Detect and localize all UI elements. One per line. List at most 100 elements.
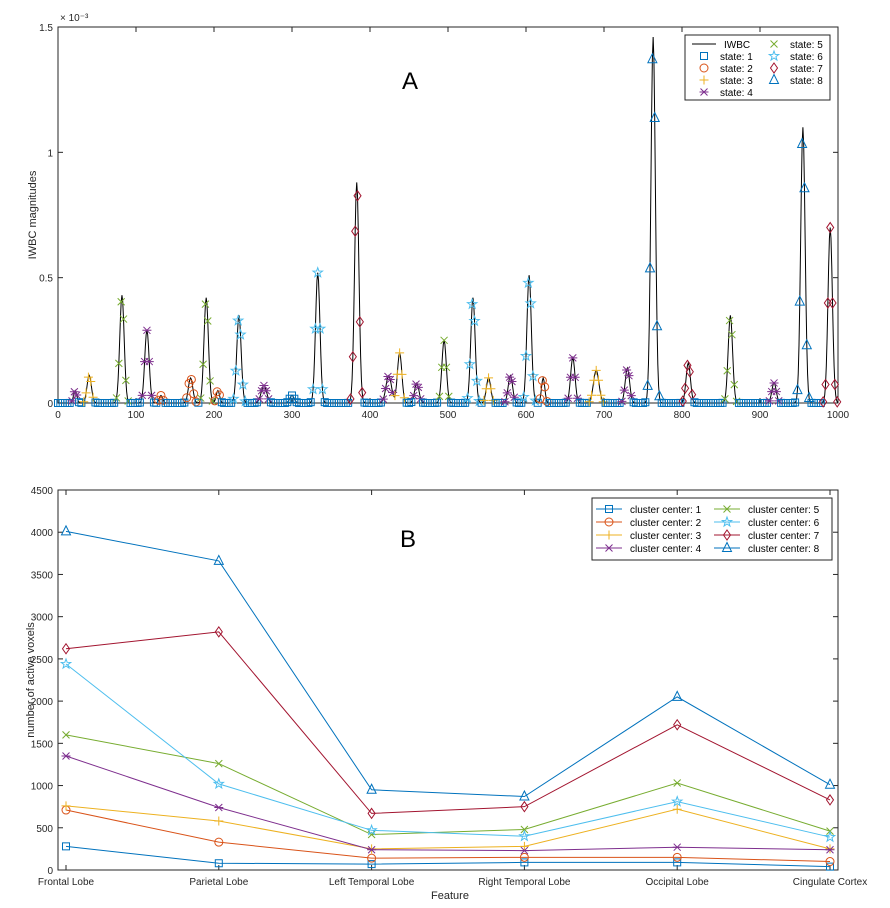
state-4-marker (72, 391, 82, 399)
state-3-marker (596, 390, 606, 400)
point-cluster-8 (671, 690, 683, 701)
state-5-marker (725, 316, 734, 325)
series-line-cluster-5 (65, 734, 831, 836)
point-cluster-4 (367, 845, 377, 854)
point-cluster-5 (520, 825, 529, 834)
point-cluster-8 (366, 783, 377, 794)
point-cluster-8 (213, 554, 225, 565)
x-tick-label: 200 (206, 410, 223, 421)
state-7-marker (346, 393, 355, 405)
state-1-marker (561, 398, 570, 407)
point-cluster-8 (824, 778, 836, 789)
legend-a-entry: state: 6 (790, 52, 823, 63)
state-4-marker (774, 397, 784, 405)
state-6-marker (519, 349, 533, 362)
point-cluster-7 (61, 642, 71, 655)
legend-b-marker (722, 529, 732, 541)
legend-b-entry: cluster center: 8 (748, 544, 820, 555)
state-2-marker (182, 393, 192, 403)
legend-a-entry: state: 4 (720, 88, 753, 99)
y-tick-label: 3500 (31, 570, 54, 581)
state-8-marker (799, 181, 810, 193)
state-4-marker (626, 391, 636, 400)
state-4-marker (142, 326, 152, 335)
state-1-marker (641, 398, 650, 407)
legend-a-state-2-marker (699, 63, 709, 73)
state-3-marker (484, 373, 494, 383)
state-4-marker (502, 389, 512, 397)
state-3-marker (397, 369, 407, 379)
state-4-marker (67, 397, 77, 405)
legend-b-entry: cluster center: 2 (630, 518, 702, 529)
state-3-marker (479, 395, 489, 405)
state-4-marker (378, 395, 388, 403)
legend-a-state-3-marker (699, 75, 709, 85)
x-tick-label: 1000 (827, 410, 850, 421)
point-cluster-1 (826, 862, 834, 871)
state-3-marker (488, 395, 498, 405)
state-1-marker (763, 398, 772, 407)
state-8-marker (649, 111, 661, 122)
legend-a-state-1-marker (700, 52, 708, 60)
state-4-marker (500, 397, 510, 406)
y-tick-label: 0.5 (39, 274, 53, 285)
point-cluster-6 (365, 823, 378, 836)
state-2-marker (212, 387, 222, 397)
state-6-marker (231, 314, 245, 326)
axes-a-ticks: 0 100 200 300 400 500 600 700 800 900 1000 0 0.5 1 1.5 (39, 23, 849, 421)
state-6-marker (461, 391, 474, 404)
state-7-marker (678, 395, 687, 407)
state-8-marker (647, 52, 658, 64)
state-3-marker (79, 397, 89, 407)
state-8-marker (803, 391, 815, 402)
state-5-marker (206, 377, 214, 385)
state-3-marker (86, 377, 96, 387)
state-8-marker (792, 383, 803, 395)
state-1-marker (304, 398, 313, 407)
point-cluster-1 (520, 858, 529, 867)
state-4-marker (413, 383, 423, 392)
y-tick-label: 2000 (31, 697, 54, 708)
state-1-marker (75, 398, 84, 407)
state-1-marker (405, 398, 413, 407)
state-6-marker (311, 266, 324, 278)
state-4-marker (254, 394, 264, 403)
x-tick-label: 300 (284, 410, 301, 421)
point-cluster-6 (212, 777, 225, 790)
state-1-marker (718, 398, 727, 407)
state-4-marker (568, 354, 578, 362)
state-5-marker (196, 394, 205, 402)
x-tick-label: 800 (674, 410, 691, 421)
x-tick-label: Parietal Lobe (189, 877, 248, 888)
legend-a-entry: state: 3 (720, 76, 753, 87)
legend-b-entry: cluster center: 5 (748, 505, 820, 516)
iwbc-line (58, 37, 839, 404)
legend-a-state-6-marker (767, 49, 781, 62)
state-4-marker (619, 386, 629, 394)
point-cluster-5 (62, 731, 70, 739)
state-4-marker (381, 384, 391, 393)
series-line-cluster-1 (65, 845, 831, 868)
state-4-marker (259, 381, 269, 390)
state-7-marker (830, 378, 839, 391)
state-7-marker (819, 396, 828, 408)
y-tick-label: 1000 (31, 782, 54, 793)
panel-label-b: B (400, 526, 416, 553)
y-tick-label: 1500 (31, 739, 54, 750)
state-7-marker (351, 225, 360, 238)
axes-b-xlabel: Feature (431, 890, 469, 902)
legend-b-marker (604, 530, 614, 540)
state-4-marker (409, 391, 419, 400)
series-line-cluster-4 (65, 755, 831, 852)
state-4-marker (507, 377, 517, 386)
state-7-marker (358, 386, 367, 399)
x-tick-label: 400 (362, 410, 379, 421)
state-4-marker (771, 387, 781, 396)
y-tick-label: 1 (47, 148, 53, 159)
point-cluster-2 (672, 852, 682, 862)
series-line-cluster-8 (65, 530, 831, 798)
state-5-marker (114, 359, 123, 368)
legend-a-entry: state: 2 (720, 64, 753, 75)
legend-a-entry: state: 7 (790, 64, 823, 75)
state-4-marker (764, 397, 774, 405)
